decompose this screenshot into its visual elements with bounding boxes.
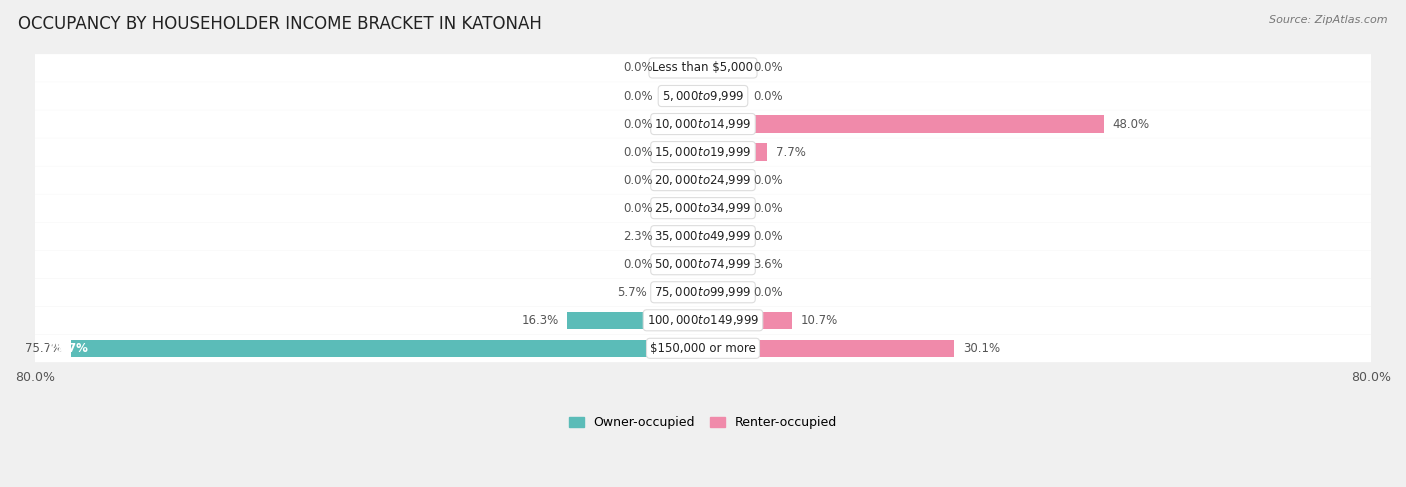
Bar	[703, 87, 745, 105]
Bar	[703, 143, 768, 161]
Text: $35,000 to $49,999: $35,000 to $49,999	[654, 229, 752, 243]
Text: 10.7%: 10.7%	[800, 314, 838, 327]
FancyBboxPatch shape	[18, 306, 1388, 334]
Bar	[703, 283, 745, 301]
Bar	[703, 200, 745, 217]
FancyBboxPatch shape	[18, 222, 1388, 250]
FancyBboxPatch shape	[18, 335, 1388, 362]
Text: 16.3%: 16.3%	[522, 314, 558, 327]
Text: 48.0%: 48.0%	[1112, 117, 1149, 131]
Text: 0.0%: 0.0%	[754, 202, 783, 215]
Bar	[703, 227, 745, 245]
Text: $25,000 to $34,999: $25,000 to $34,999	[654, 201, 752, 215]
Text: 0.0%: 0.0%	[623, 117, 652, 131]
Text: Source: ZipAtlas.com: Source: ZipAtlas.com	[1270, 15, 1388, 25]
Text: OCCUPANCY BY HOUSEHOLDER INCOME BRACKET IN KATONAH: OCCUPANCY BY HOUSEHOLDER INCOME BRACKET …	[18, 15, 543, 33]
Bar	[661, 115, 703, 133]
FancyBboxPatch shape	[18, 279, 1388, 306]
FancyBboxPatch shape	[18, 166, 1388, 194]
FancyBboxPatch shape	[18, 138, 1388, 166]
Text: 75.7%: 75.7%	[25, 342, 62, 355]
Text: 0.0%: 0.0%	[623, 173, 652, 187]
Text: 30.1%: 30.1%	[963, 342, 1000, 355]
FancyBboxPatch shape	[18, 194, 1388, 222]
Text: $15,000 to $19,999: $15,000 to $19,999	[654, 145, 752, 159]
Bar	[661, 200, 703, 217]
Text: 7.7%: 7.7%	[776, 146, 806, 159]
Text: 0.0%: 0.0%	[754, 286, 783, 299]
Bar	[661, 143, 703, 161]
Text: $50,000 to $74,999: $50,000 to $74,999	[654, 257, 752, 271]
Text: 0.0%: 0.0%	[623, 258, 652, 271]
Text: $10,000 to $14,999: $10,000 to $14,999	[654, 117, 752, 131]
Text: 2.3%: 2.3%	[623, 230, 652, 243]
Text: $75,000 to $99,999: $75,000 to $99,999	[654, 285, 752, 299]
Bar	[661, 227, 703, 245]
Text: 0.0%: 0.0%	[623, 202, 652, 215]
Text: 0.0%: 0.0%	[754, 61, 783, 75]
Text: 0.0%: 0.0%	[623, 90, 652, 102]
Text: $20,000 to $24,999: $20,000 to $24,999	[654, 173, 752, 187]
Text: $5,000 to $9,999: $5,000 to $9,999	[662, 89, 744, 103]
Text: 75.7%: 75.7%	[48, 342, 89, 355]
FancyBboxPatch shape	[18, 54, 1388, 82]
Bar	[703, 171, 745, 189]
Text: 0.0%: 0.0%	[754, 230, 783, 243]
Text: Less than $5,000: Less than $5,000	[652, 61, 754, 75]
Bar	[703, 59, 745, 76]
Bar	[703, 312, 793, 329]
FancyBboxPatch shape	[18, 110, 1388, 138]
Bar	[661, 87, 703, 105]
Bar	[661, 256, 703, 273]
FancyBboxPatch shape	[18, 250, 1388, 278]
Text: 0.0%: 0.0%	[754, 90, 783, 102]
Bar	[703, 115, 1104, 133]
Text: 3.6%: 3.6%	[754, 258, 783, 271]
Bar	[655, 283, 703, 301]
Bar	[70, 339, 703, 357]
FancyBboxPatch shape	[18, 82, 1388, 110]
Legend: Owner-occupied, Renter-occupied: Owner-occupied, Renter-occupied	[568, 416, 838, 429]
Text: $100,000 to $149,999: $100,000 to $149,999	[647, 313, 759, 327]
Text: 0.0%: 0.0%	[623, 61, 652, 75]
Bar	[661, 171, 703, 189]
Text: 0.0%: 0.0%	[754, 173, 783, 187]
Text: $150,000 or more: $150,000 or more	[650, 342, 756, 355]
Bar	[703, 256, 745, 273]
Text: 0.0%: 0.0%	[623, 146, 652, 159]
Bar	[567, 312, 703, 329]
Text: 5.7%: 5.7%	[617, 286, 647, 299]
Bar	[661, 59, 703, 76]
Bar	[703, 339, 955, 357]
